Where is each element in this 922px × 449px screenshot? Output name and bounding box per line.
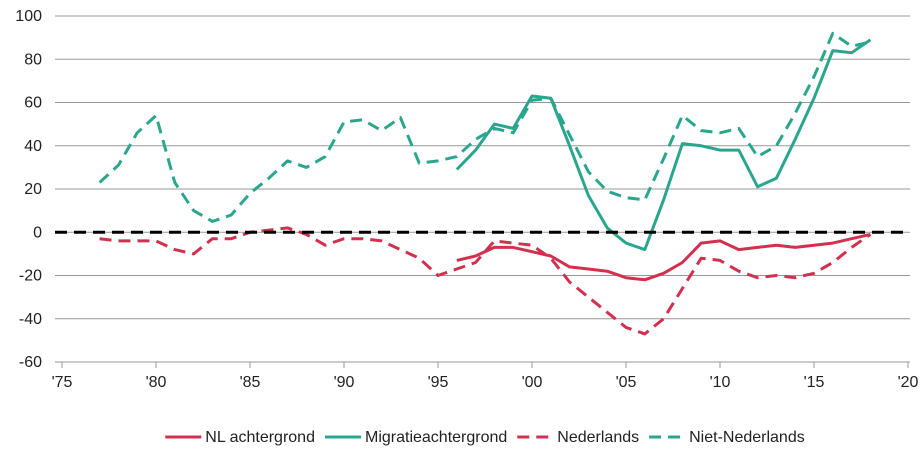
x-tick-label: '80 [146,374,167,391]
y-tick-label: -60 [19,354,42,371]
series-line [98,31,871,223]
y-tick-label: 100 [15,8,42,25]
legend: NL achtergrond Migratieachtergrond Nederla… [165,429,805,446]
y-tick-label: 80 [24,51,42,68]
series-line [456,232,871,282]
y-tick-label: -20 [19,268,42,285]
legend-label: Niet-Nederlands [689,429,805,446]
y-tick-label: 40 [24,138,42,155]
y-tick-label: 60 [24,95,42,112]
x-tick-label: '75 [52,374,73,391]
x-tick-label: '95 [428,374,449,391]
y-tick-label: 20 [24,181,42,198]
y-tick-label: -40 [19,311,42,328]
legend-label: Nederlands [557,429,639,446]
x-tick-label: '00 [522,374,543,391]
y-tick-label: 0 [33,224,42,241]
x-tick-label: '85 [240,374,261,391]
x-tick-label: '05 [616,374,637,391]
x-tick-label: '15 [804,374,825,391]
x-tick-label: '20 [898,374,919,391]
series-line [455,38,872,252]
series-line [99,226,872,336]
legend-label: Migratieachtergrond [365,429,507,446]
legend-label: NL achtergrond [205,429,315,446]
x-tick-label: '10 [710,374,731,391]
x-tick-label: '90 [334,374,355,391]
